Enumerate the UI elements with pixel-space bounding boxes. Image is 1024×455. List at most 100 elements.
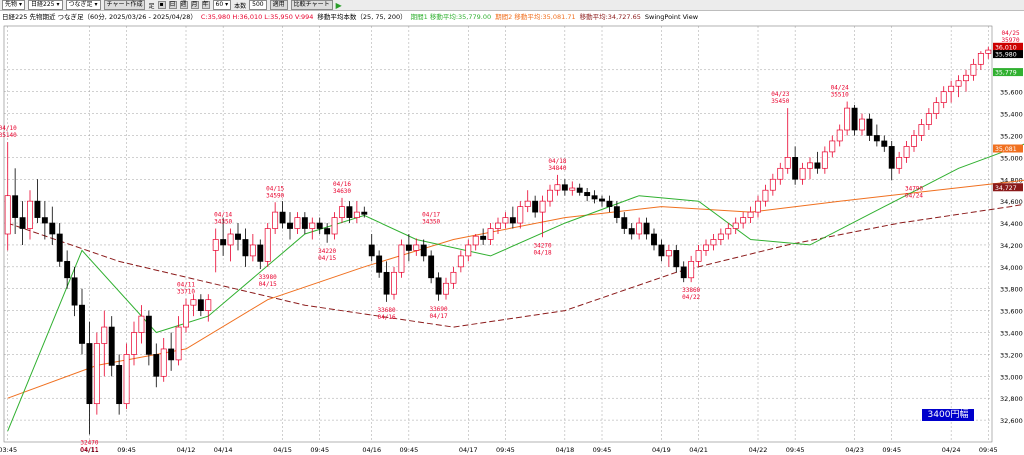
candle-body — [49, 222, 56, 235]
candle — [205, 294, 212, 322]
y-tick-label: 34,000 — [1000, 264, 1023, 272]
candle-body — [4, 195, 11, 235]
candle-body — [309, 222, 316, 229]
symbol-select[interactable]: 日経225 ▾ — [28, 0, 63, 10]
y-tick-label: 35,600 — [1000, 89, 1023, 97]
candle — [79, 288, 85, 355]
candle — [547, 184, 553, 207]
y-tick-label: 34,800 — [1000, 176, 1023, 184]
candle-body — [376, 255, 383, 273]
candle — [933, 97, 940, 120]
draw-chart-button[interactable]: チャート作成 — [103, 0, 146, 10]
candle — [925, 108, 932, 130]
candle — [49, 206, 56, 245]
candle — [769, 173, 776, 196]
candle-body — [576, 187, 583, 193]
candle-body — [264, 228, 271, 262]
candle — [41, 201, 48, 240]
candle-body — [703, 244, 709, 251]
candle-body — [784, 157, 791, 169]
candle — [517, 201, 524, 229]
candle — [554, 174, 561, 196]
candle-body — [554, 184, 561, 191]
candle-body — [138, 315, 145, 333]
candle — [138, 305, 145, 344]
swing-label: 04/25 — [1002, 30, 1020, 37]
y-tick-label: 33,800 — [1000, 286, 1023, 294]
y-tick-label: 35,400 — [1000, 111, 1023, 119]
plot-frame — [3, 25, 993, 443]
swing-label: 04/23 — [771, 91, 789, 98]
swing-label: 04/24 — [905, 192, 923, 199]
x-tick-label: 09:45 — [786, 446, 805, 454]
year-icon[interactable]: 年 — [201, 1, 210, 9]
candle — [524, 190, 531, 213]
bars-select[interactable]: 60 ▾ — [212, 0, 232, 10]
y-tick-label: 34,200 — [1000, 242, 1023, 250]
candle — [465, 239, 472, 262]
month-icon[interactable]: 月 — [190, 1, 199, 9]
candle-body — [680, 266, 687, 279]
candle — [836, 124, 843, 147]
candle — [873, 124, 880, 147]
candle — [829, 135, 836, 158]
y-tick-label: 34,400 — [1000, 220, 1023, 228]
x-tick-label: 04/14 — [214, 446, 233, 454]
candle — [948, 80, 955, 103]
candle — [294, 212, 301, 234]
price-chart[interactable]: 32,600 32,800 33,000 33,200 33,400 33,600 33,8… — [0, 22, 1024, 455]
candle-body — [34, 200, 41, 218]
candle-body — [27, 200, 33, 229]
candle-body — [903, 146, 910, 158]
x-tick-label: 04/17 — [459, 446, 478, 454]
candle — [755, 195, 761, 218]
candle-body — [888, 146, 895, 169]
swing-label: 04/16 — [378, 314, 396, 321]
candle-body — [755, 200, 761, 213]
candle — [420, 239, 427, 262]
swing-label: 04/15 — [266, 185, 284, 192]
candle-body — [190, 299, 197, 306]
compare-chart-button[interactable]: 比較チャート — [290, 0, 333, 10]
candle — [64, 250, 71, 289]
candle-body — [79, 304, 85, 344]
candle-body — [584, 192, 591, 197]
candle — [740, 212, 747, 229]
apply-button[interactable]: 適用 — [269, 0, 288, 10]
candle-body — [977, 53, 984, 65]
flag-icon[interactable]: ▶ — [335, 0, 342, 10]
candle-body — [368, 244, 375, 257]
candle — [844, 101, 851, 136]
day-icon[interactable]: 日 — [168, 1, 177, 9]
candle — [376, 250, 383, 278]
candle — [123, 343, 130, 410]
swing-label: 04/18 — [548, 158, 566, 165]
swing-label: 04/14 — [214, 212, 232, 219]
candle-body — [420, 244, 427, 257]
candle — [428, 250, 435, 284]
swing-label: 04/15 — [259, 281, 277, 288]
ma2-line — [7, 179, 1024, 399]
candle — [762, 184, 769, 207]
price-tag-label: 35,081 — [995, 146, 1017, 153]
candle-body — [881, 140, 888, 147]
price-tag — [993, 144, 1023, 153]
candle — [584, 188, 591, 202]
count-input[interactable]: 500 — [249, 0, 267, 10]
info-bar: 日経225 先物期近 つなぎ足（60分, 2025/03/26 - 2025/0… — [0, 12, 1024, 22]
candle — [19, 201, 26, 245]
candle — [235, 223, 241, 251]
market-select[interactable]: 先物 ▾ — [2, 0, 26, 10]
candle — [287, 212, 293, 240]
candle-body — [398, 244, 405, 273]
y-tick-label: 33,400 — [1000, 330, 1023, 338]
swing-label: 33680 — [378, 307, 396, 314]
candle — [242, 228, 249, 267]
week-icon[interactable]: 週 — [179, 1, 188, 9]
market-label: 先物 — [5, 1, 18, 8]
candle — [539, 195, 546, 238]
kind-select[interactable]: つなぎ足 ▾ — [65, 0, 101, 10]
x-tick-label: 04/24 — [942, 446, 961, 454]
candle — [12, 168, 19, 234]
minute-icon[interactable]: ▪ — [157, 1, 166, 9]
